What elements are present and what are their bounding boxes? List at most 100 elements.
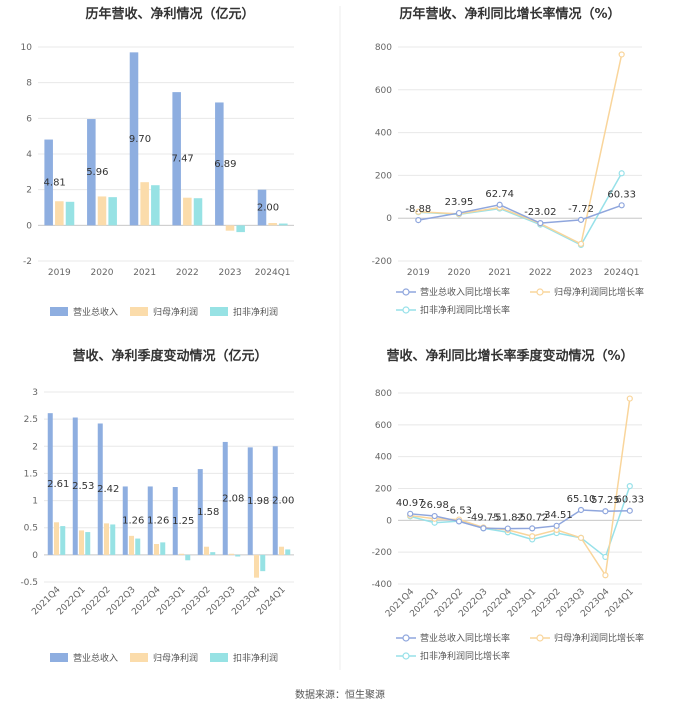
bar	[87, 119, 96, 226]
legend-marker	[536, 288, 544, 296]
bar	[272, 446, 278, 555]
data-label: 9.70	[129, 134, 151, 145]
y-tick-label: 200	[375, 171, 392, 181]
chart-title: 营收、净利季度变动情况（亿元）	[72, 348, 267, 364]
series-line	[418, 203, 622, 224]
legend-marker	[402, 652, 410, 660]
y-tick-label: 600	[375, 86, 392, 96]
legend-swatch	[130, 307, 148, 316]
bar	[236, 225, 245, 233]
bar	[129, 52, 139, 226]
data-label: 65.10	[567, 494, 596, 505]
legend-label: 扣非净利润	[233, 306, 278, 318]
bar	[79, 530, 84, 555]
legend-label: 归母净利润	[153, 652, 198, 664]
data-label: 23.95	[445, 197, 474, 208]
legend-swatch	[50, 653, 68, 662]
data-point	[537, 220, 544, 227]
legend-label: 营业总收入	[73, 652, 118, 664]
bar	[44, 139, 53, 226]
data-point	[529, 533, 536, 540]
legend-label: 营业总收入	[73, 306, 118, 318]
y-tick-label: 10	[21, 43, 33, 53]
data-label: 1.26	[122, 516, 144, 527]
bar	[179, 553, 184, 555]
y-tick-label: 2	[32, 442, 38, 452]
bar	[129, 535, 134, 555]
y-tick-label: 1	[32, 497, 38, 507]
bar	[285, 549, 291, 555]
y-tick-label: 4	[26, 150, 32, 160]
bar	[147, 486, 153, 555]
data-label: 2.61	[47, 479, 69, 490]
data-point	[618, 51, 625, 58]
y-tick-label: 0	[386, 214, 392, 224]
quarterly-revenue-profit-chart: 营收、净利季度变动情况（亿元）-0.500.511.522.532021Q420…	[20, 348, 294, 664]
y-tick-label: -400	[372, 580, 393, 590]
legend-label: 扣非净利润同比增长率	[420, 304, 510, 316]
y-tick-label: 200	[375, 485, 392, 495]
data-point	[602, 508, 609, 515]
y-tick-label: 0	[26, 221, 32, 231]
data-point	[480, 525, 487, 532]
bar	[140, 182, 149, 226]
bar	[222, 441, 228, 555]
bar	[108, 197, 117, 226]
legend-swatch	[130, 653, 148, 662]
x-tick-label: 2023	[219, 268, 242, 278]
data-point	[529, 525, 536, 532]
x-tick-label: 2022	[176, 268, 199, 278]
bar	[122, 486, 128, 555]
bar	[279, 223, 288, 226]
series-line	[410, 509, 630, 530]
y-tick-label: 0	[386, 516, 392, 526]
data-point	[626, 395, 633, 402]
bar	[85, 532, 91, 555]
data-point	[577, 506, 585, 514]
x-tick-label: 2019	[407, 268, 430, 278]
data-point	[626, 507, 633, 514]
bar	[160, 542, 166, 555]
data-label: 2.00	[272, 496, 294, 507]
bar	[110, 524, 116, 555]
data-point	[431, 512, 438, 520]
series-line	[410, 485, 631, 559]
data-label: 7.47	[172, 154, 194, 165]
bar	[154, 544, 159, 555]
data-label: 60.33	[615, 495, 644, 506]
data-point	[455, 518, 463, 525]
data-label: 26.98	[420, 500, 449, 511]
bar	[172, 487, 178, 555]
data-label: 4.81	[44, 177, 66, 188]
y-tick-label: -2	[23, 257, 32, 267]
data-point	[553, 522, 560, 529]
chart-title: 历年营收、净利同比增长率情况（%）	[399, 6, 620, 22]
legend-label: 归母净利润同比增长率	[554, 632, 644, 644]
data-label: -51.82	[492, 513, 524, 524]
data-point	[577, 216, 585, 223]
bar	[204, 546, 209, 555]
legend-label: 营业总收入同比增长率	[420, 286, 510, 298]
data-point	[602, 572, 609, 579]
data-label: 57.25	[591, 495, 620, 506]
data-label: 2.42	[97, 484, 119, 495]
y-tick-label: -200	[372, 548, 393, 558]
legend-label: 营业总收入同比增长率	[420, 632, 510, 644]
x-tick-label: 2023	[570, 268, 593, 278]
y-tick-label: 800	[375, 389, 392, 399]
data-label: 62.74	[485, 189, 514, 200]
y-tick-label: 8	[26, 79, 32, 89]
bar	[97, 423, 103, 555]
x-tick-label: 2022	[529, 268, 552, 278]
data-label: 40.97	[396, 498, 425, 509]
data-point	[577, 534, 585, 541]
legend-swatch	[50, 307, 68, 316]
y-tick-label: 2	[26, 186, 32, 196]
data-label: 6.89	[214, 159, 236, 170]
y-tick-label: -200	[372, 257, 393, 267]
data-point	[455, 209, 463, 217]
data-point	[415, 217, 422, 224]
bar	[65, 201, 75, 226]
y-tick-label: 0.5	[24, 524, 38, 534]
